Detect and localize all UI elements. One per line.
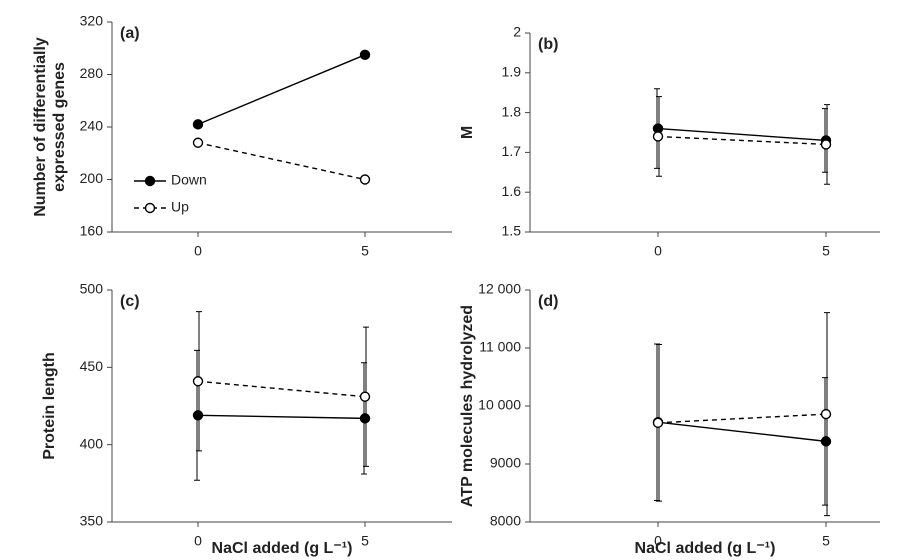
y-tick-label: 10 000 bbox=[478, 397, 521, 413]
data-point bbox=[359, 174, 371, 185]
x-tick-label: 0 bbox=[194, 533, 202, 549]
y-axis-label-line: Number of differentially bbox=[32, 37, 49, 217]
data-point bbox=[192, 376, 204, 387]
data-point bbox=[192, 137, 204, 148]
y-tick-label: 11 000 bbox=[479, 339, 521, 355]
legend-label: Down bbox=[171, 172, 207, 188]
y-axis-label: Protein length bbox=[41, 352, 58, 460]
y-tick-label: 450 bbox=[80, 358, 104, 374]
y-axis-label-line: ATP molecules hydrolyzed bbox=[459, 305, 476, 507]
series-line bbox=[197, 414, 366, 420]
series-line bbox=[657, 127, 827, 142]
data-point bbox=[359, 413, 371, 424]
data-point bbox=[820, 436, 832, 447]
y-axis-label: M bbox=[459, 126, 476, 139]
y-tick-label: 1.9 bbox=[502, 64, 522, 80]
y-axis-label-line: expressed genes bbox=[51, 62, 68, 192]
x-tick-label: 5 bbox=[361, 533, 369, 549]
x-tick-label: 5 bbox=[822, 243, 830, 259]
series-line bbox=[657, 421, 827, 443]
series-line bbox=[657, 413, 827, 424]
data-point bbox=[359, 49, 371, 61]
series-line bbox=[197, 142, 366, 181]
y-tick-label: 1.7 bbox=[502, 143, 522, 159]
series-line bbox=[197, 380, 366, 398]
data-point bbox=[359, 391, 371, 402]
y-tick-label: 320 bbox=[80, 13, 104, 29]
data-point bbox=[652, 417, 664, 429]
panel-label: (b) bbox=[538, 36, 558, 53]
y-tick-label: 400 bbox=[80, 435, 104, 451]
y-axis-label: ATP molecules hydrolyzed bbox=[459, 305, 476, 507]
x-tick-label: 0 bbox=[194, 243, 202, 259]
legend-marker bbox=[144, 175, 156, 187]
panel-label: (c) bbox=[120, 293, 140, 310]
x-tick-label: 5 bbox=[361, 243, 369, 259]
y-tick-label: 12 000 bbox=[478, 281, 521, 297]
x-axis-label: NaCl added (g L⁻¹) bbox=[212, 540, 353, 557]
y-tick-label: 1.6 bbox=[502, 183, 522, 199]
y-axis-label: Number of differentially expressed genes bbox=[32, 37, 68, 217]
y-axis-label-line: M bbox=[459, 126, 476, 139]
legend-marker bbox=[144, 202, 156, 214]
y-tick-label: 9000 bbox=[490, 455, 521, 471]
legend-label: Up bbox=[171, 199, 189, 215]
series-line bbox=[657, 135, 827, 146]
y-tick-label: 350 bbox=[80, 513, 104, 529]
data-point bbox=[652, 131, 664, 142]
panel-label: (a) bbox=[120, 25, 140, 42]
y-tick-label: 1.8 bbox=[502, 103, 522, 119]
y-tick-label: 1.5 bbox=[502, 223, 522, 239]
series-line bbox=[197, 54, 366, 126]
x-tick-label: 0 bbox=[654, 533, 662, 549]
y-tick-label: 200 bbox=[80, 170, 104, 186]
data-point bbox=[192, 410, 204, 421]
panel-label: (d) bbox=[538, 293, 558, 310]
y-tick-label: 280 bbox=[80, 65, 104, 81]
data-point bbox=[820, 139, 832, 150]
data-point bbox=[820, 408, 832, 420]
y-tick-label: 8000 bbox=[490, 513, 521, 529]
y-tick-label: 2 bbox=[513, 24, 521, 40]
x-axis-label: NaCl added (g L⁻¹) bbox=[635, 540, 776, 557]
y-axis-label-line: Protein length bbox=[41, 352, 58, 460]
y-tick-label: 500 bbox=[80, 281, 104, 297]
x-tick-label: 0 bbox=[654, 243, 662, 259]
x-tick-label: 5 bbox=[822, 533, 830, 549]
y-tick-label: 240 bbox=[80, 118, 104, 134]
data-point bbox=[192, 119, 204, 130]
y-tick-label: 160 bbox=[80, 223, 104, 239]
